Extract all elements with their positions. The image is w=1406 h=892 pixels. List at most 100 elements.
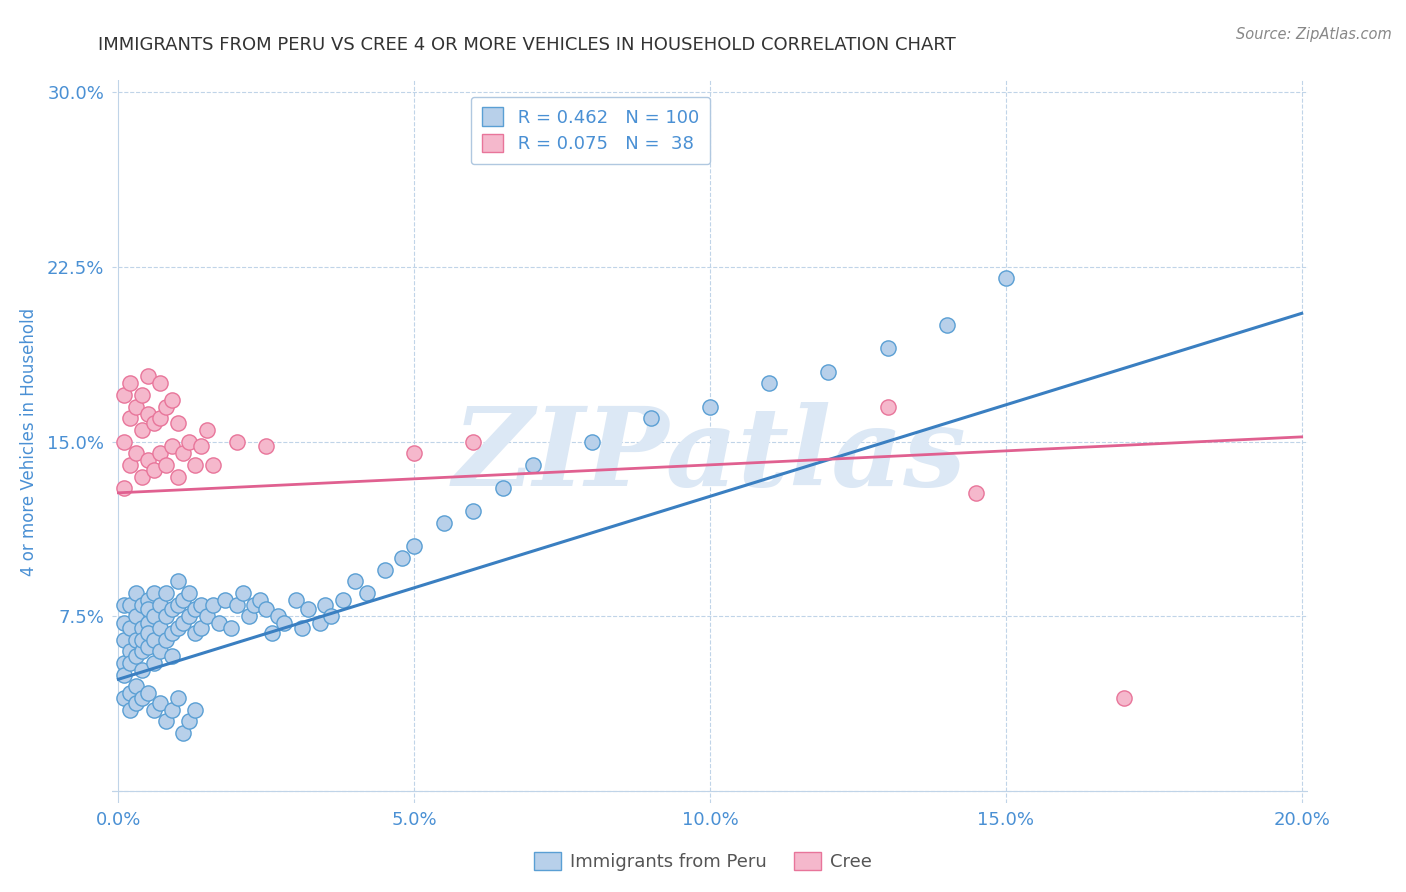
Point [160, 648, 183, 663]
Point [155, 400, 177, 414]
Point [120, 458, 142, 472]
Point [291, 621, 314, 635]
Point [112, 632, 135, 647]
Point [120, 644, 142, 658]
Point [136, 602, 159, 616]
Point [273, 616, 295, 631]
Legend:  R = 0.462   N = 100,  R = 0.075   N =  38: R = 0.462 N = 100, R = 0.075 N = 38 [471, 96, 710, 164]
Point [314, 598, 336, 612]
Point [184, 458, 207, 472]
Point [136, 686, 159, 700]
Point [166, 598, 188, 612]
Point [149, 598, 172, 612]
Point [492, 481, 515, 495]
Legend: Immigrants from Peru, Cree: Immigrants from Peru, Cree [527, 845, 879, 879]
Point [179, 609, 201, 624]
Point [142, 656, 165, 670]
Point [112, 598, 135, 612]
Point [125, 648, 148, 663]
Point [1114, 690, 1136, 705]
Point [136, 640, 159, 654]
Point [332, 593, 354, 607]
Point [184, 625, 207, 640]
Point [195, 609, 218, 624]
Point [208, 616, 231, 631]
Point [125, 586, 148, 600]
Point [149, 621, 172, 635]
Point [581, 434, 603, 449]
Point [142, 609, 165, 624]
Point [136, 625, 159, 640]
Point [131, 690, 153, 705]
Point [149, 446, 172, 460]
Point [149, 644, 172, 658]
Text: IMMIGRANTS FROM PERU VS CREE 4 OR MORE VEHICLES IN HOUSEHOLD CORRELATION CHART: IMMIGRANTS FROM PERU VS CREE 4 OR MORE V… [98, 36, 956, 54]
Point [254, 602, 277, 616]
Point [172, 446, 194, 460]
Point [166, 416, 188, 430]
Point [356, 586, 378, 600]
Point [179, 586, 201, 600]
Point [112, 667, 135, 681]
Point [219, 621, 242, 635]
Point [249, 593, 271, 607]
Point [166, 690, 188, 705]
Point [876, 400, 898, 414]
Point [142, 586, 165, 600]
Point [142, 702, 165, 716]
Point [172, 726, 194, 740]
Point [125, 400, 148, 414]
Point [125, 679, 148, 693]
Point [166, 469, 188, 483]
Point [131, 632, 153, 647]
Point [136, 453, 159, 467]
Point [136, 369, 159, 384]
Point [155, 586, 177, 600]
Point [179, 714, 201, 729]
Point [172, 616, 194, 631]
Point [190, 621, 212, 635]
Point [243, 598, 266, 612]
Point [131, 644, 153, 658]
Point [463, 434, 485, 449]
Point [120, 702, 142, 716]
Point [125, 446, 148, 460]
Point [190, 598, 212, 612]
Point [112, 481, 135, 495]
Point [131, 598, 153, 612]
Point [149, 376, 172, 391]
Point [202, 598, 225, 612]
Point [699, 400, 721, 414]
Point [225, 598, 247, 612]
Point [136, 407, 159, 421]
Point [155, 458, 177, 472]
Point [149, 696, 172, 710]
Point [404, 540, 426, 554]
Point [120, 598, 142, 612]
Point [155, 632, 177, 647]
Point [374, 563, 396, 577]
Point [112, 616, 135, 631]
Point [267, 609, 290, 624]
Point [142, 632, 165, 647]
Point [463, 504, 485, 518]
Point [166, 574, 188, 589]
Point [160, 602, 183, 616]
Point [965, 485, 987, 500]
Point [120, 656, 142, 670]
Point [160, 392, 183, 407]
Point [112, 690, 135, 705]
Point [225, 434, 247, 449]
Point [179, 434, 201, 449]
Point [190, 439, 212, 453]
Point [155, 609, 177, 624]
Point [120, 376, 142, 391]
Point [131, 388, 153, 402]
Point [391, 551, 413, 566]
Point [160, 702, 183, 716]
Point [120, 621, 142, 635]
Point [758, 376, 780, 391]
Y-axis label: 4 or more Vehicles in Household: 4 or more Vehicles in Household [21, 308, 38, 575]
Point [131, 469, 153, 483]
Point [112, 434, 135, 449]
